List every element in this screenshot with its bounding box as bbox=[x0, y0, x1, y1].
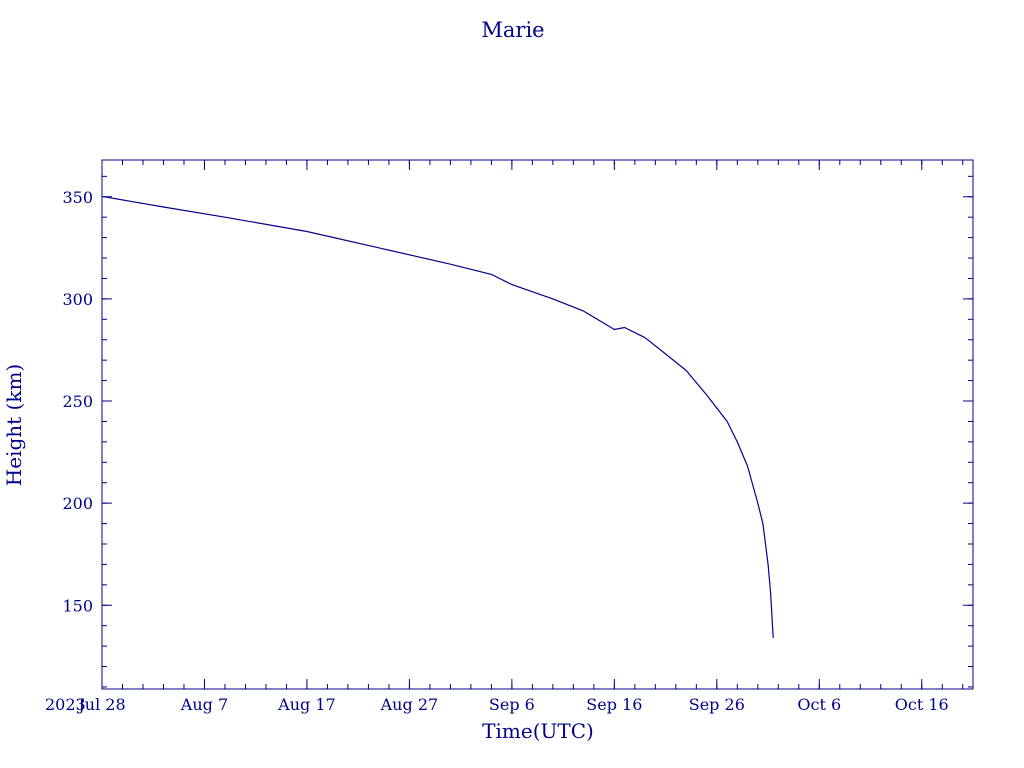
height-series-line bbox=[104, 196, 774, 638]
y-tick-label: 300 bbox=[62, 290, 93, 309]
tick-labels: Jul 28 Aug 7 Aug 17 Aug 27 Sep 6 Sep 16 Sep 26… bbox=[62, 188, 948, 714]
x-tick-label: Sep 6 bbox=[489, 695, 535, 714]
y-tick-label: 250 bbox=[62, 392, 93, 411]
series-layer bbox=[104, 196, 774, 638]
y-tick-label: 200 bbox=[62, 494, 93, 513]
x-tick-label: Sep 26 bbox=[689, 695, 745, 714]
y-axis-title: Height (km) bbox=[2, 364, 26, 486]
x-axis-title: Time(UTC) bbox=[482, 719, 594, 743]
chart-title: Marie bbox=[481, 18, 544, 42]
y-tick-label: 350 bbox=[62, 188, 93, 207]
x-tick-label: Aug 17 bbox=[277, 695, 336, 714]
y-tick-label: 150 bbox=[62, 596, 93, 615]
axis-ticks bbox=[101, 160, 973, 689]
x-tick-label: Oct 16 bbox=[895, 695, 949, 714]
x-tick-label: Aug 7 bbox=[180, 695, 228, 714]
x-tick-label: Oct 6 bbox=[797, 695, 841, 714]
x-tick-label: Aug 27 bbox=[380, 695, 439, 714]
x-tick-label: Sep 16 bbox=[586, 695, 642, 714]
year-label: 2023 bbox=[45, 695, 86, 714]
plot-frame bbox=[101, 159, 974, 690]
x-tick-label: Jul 28 bbox=[76, 695, 125, 714]
